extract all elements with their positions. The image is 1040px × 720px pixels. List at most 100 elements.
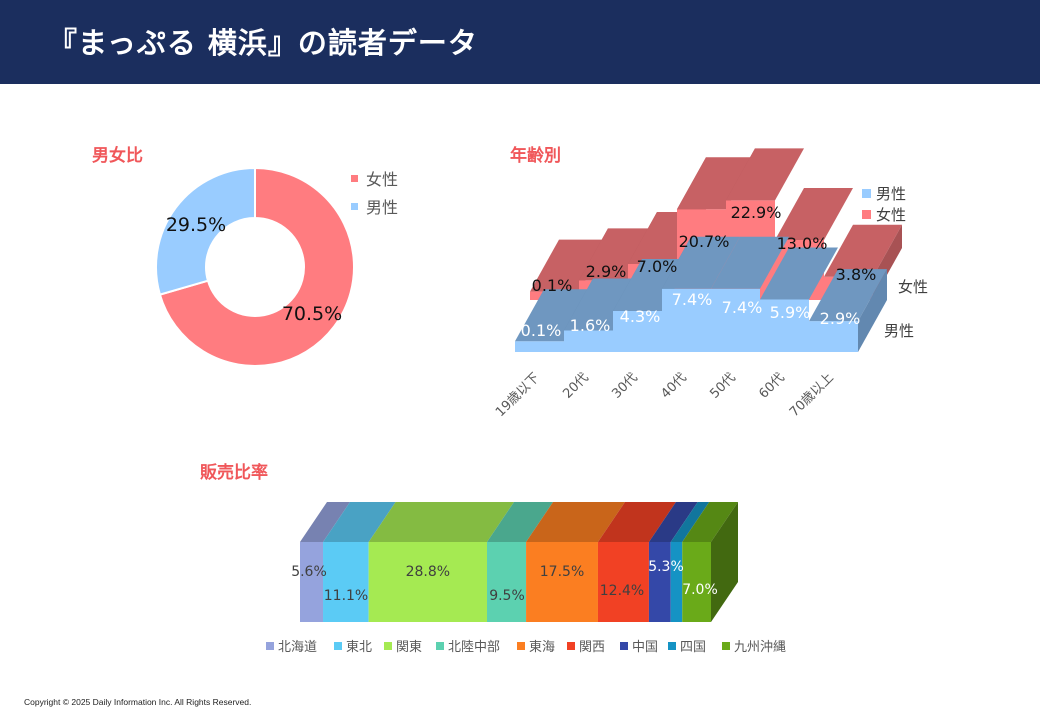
copyright-text: Copyright © 2025 Daily Information Inc. … — [24, 697, 252, 707]
segment-top-四国 — [670, 502, 710, 542]
sales-legend-swatch-3 — [436, 642, 444, 650]
sales-legend-swatch-7 — [668, 642, 676, 650]
age-category-label: 30代 — [609, 370, 640, 401]
gender-donut-chart: 70.5% 29.5% — [155, 166, 355, 367]
sales-data-label: 5.6% — [291, 564, 327, 580]
female-data-label: 22.9% — [731, 203, 782, 222]
segment-top-東北 — [323, 502, 396, 542]
sales-legend-label-1: 東北 — [346, 639, 372, 655]
male-step-top — [809, 269, 887, 322]
age-category-label: 19歳以下 — [493, 370, 543, 420]
segment-top-北陸中部 — [487, 502, 554, 542]
male-data-label: 1.6% — [570, 316, 611, 335]
female-step-top — [775, 188, 853, 240]
sales-legend: 北海道 東北 関東 北陸中部 東海 関西 中国 四国 九州沖縄 — [266, 639, 786, 655]
male-step-front — [515, 341, 564, 352]
female-data-label: 20.7% — [679, 232, 730, 251]
sales-legend-label-4: 東海 — [529, 639, 555, 655]
age-legend-swatch-1 — [862, 210, 871, 219]
male-step-front — [662, 288, 711, 352]
female-data-label: 2.9% — [586, 262, 627, 281]
age-category-label: 70歳以上 — [787, 370, 837, 420]
male-step-top — [760, 247, 838, 300]
male-step-front — [564, 330, 613, 352]
legend-label-0: 女性 — [366, 170, 398, 189]
male-data-label: 2.9% — [820, 309, 861, 328]
legend-swatch-0 — [351, 175, 358, 182]
depth-axis-label-male: 男性 — [884, 322, 914, 340]
female-data-label: 3.8% — [836, 265, 877, 284]
male-step-top — [711, 236, 789, 289]
age-chart-title: 年齢別 — [510, 146, 561, 166]
female-step-top — [530, 239, 608, 292]
donut-label-male: 29.5% — [166, 214, 226, 236]
age-category-label: 50代 — [707, 370, 738, 401]
sales-legend-swatch-5 — [567, 642, 575, 650]
female-data-label: 13.0% — [777, 234, 828, 253]
female-step-top — [824, 224, 902, 277]
segment-top-関西 — [597, 502, 676, 542]
donut-slice-female — [158, 166, 355, 367]
male-step-top — [564, 278, 642, 331]
segment-top-東海 — [526, 502, 625, 542]
male-step-front — [613, 311, 662, 352]
age-category-label: 60代 — [756, 370, 787, 401]
donut-slice-male — [155, 166, 256, 296]
age-category-label: 20代 — [560, 370, 591, 401]
sales-3d-bar-chart: 5.6% 11.1% 28.8% 9.5% 17.5% 12.4%5.3% 7.0% — [291, 502, 738, 622]
sales-data-label: 9.5% — [489, 588, 525, 604]
sales-legend-label-7: 四国 — [680, 640, 706, 655]
sales-data-label: 28.8% — [406, 564, 450, 580]
sales-legend-label-6: 中国 — [632, 640, 658, 655]
depth-axis-label-female: 女性 — [898, 278, 928, 296]
segment-中国 — [648, 542, 671, 622]
sales-legend-label-8: 九州沖縄 — [734, 640, 786, 655]
sales-legend-swatch-0 — [266, 642, 274, 650]
female-data-label: 0.1% — [532, 276, 573, 295]
sales-data-label: 12.4% — [600, 583, 644, 599]
segment-北海道 — [300, 542, 324, 622]
segment-top-北海道 — [300, 502, 351, 542]
female-step-top — [726, 148, 804, 201]
male-step-top — [515, 289, 593, 342]
sales-data-label: 7.0% — [682, 582, 718, 598]
segment-北陸中部 — [487, 542, 527, 622]
sales-data-label: 11.1% — [324, 588, 368, 604]
sales-data-label: 5.3% — [648, 559, 684, 575]
male-data-label: 5.9% — [770, 303, 811, 322]
male-step-front — [809, 321, 858, 352]
segment-東海 — [526, 542, 598, 622]
segment-top-中国 — [648, 502, 698, 542]
male-step-front — [760, 299, 809, 352]
gender-ratio-title: 男女比 — [92, 146, 143, 166]
female-step-top — [677, 157, 755, 210]
sales-legend-label-3: 北陸中部 — [448, 639, 500, 655]
age-legend-label-0: 男性 — [876, 185, 906, 203]
sales-legend-swatch-2 — [384, 642, 392, 650]
sales-legend-swatch-8 — [722, 642, 730, 650]
age-legend-label-1: 女性 — [876, 206, 906, 224]
female-data-label: 7.0% — [637, 257, 678, 276]
bar-right-side — [711, 502, 738, 622]
segment-top-九州沖縄 — [682, 502, 738, 542]
segment-関西 — [597, 542, 649, 622]
sales-legend-label-2: 関東 — [396, 639, 422, 655]
segment-九州沖縄 — [682, 542, 711, 622]
sales-legend-swatch-1 — [334, 642, 342, 650]
age-legend-swatch-0 — [862, 189, 871, 198]
male-data-label: 4.3% — [620, 307, 661, 326]
legend-label-1: 男性 — [366, 198, 398, 217]
segment-関東 — [368, 542, 488, 622]
female-step-top — [579, 228, 657, 281]
male-step-front — [711, 288, 760, 352]
sales-ratio-title: 販売比率 — [200, 463, 268, 483]
male-step-end — [858, 269, 887, 352]
sales-legend-label-0: 北海道 — [278, 640, 317, 655]
legend-swatch-1 — [351, 203, 358, 210]
sales-legend-swatch-6 — [620, 642, 628, 650]
segment-東北 — [323, 542, 369, 622]
header-bar: 『まっぷる 横浜』の読者データ — [0, 0, 1040, 84]
segment-四国 — [670, 542, 683, 622]
